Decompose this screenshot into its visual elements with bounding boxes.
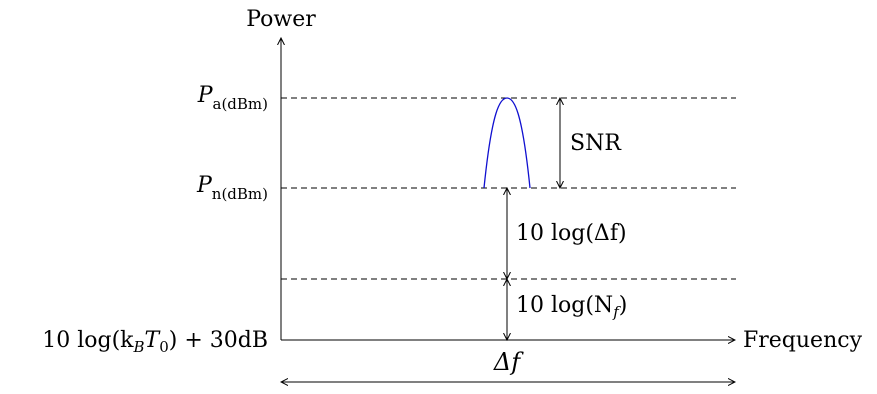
delta-f-label: Δf xyxy=(493,348,524,376)
x-axis-label: Frequency xyxy=(743,328,863,353)
pn-label: Pn(dBm) xyxy=(196,173,268,203)
bandwidth-term-label: 10 log(Δf) xyxy=(516,221,627,246)
noise-figure-term-label: 10 log(Nf) xyxy=(516,293,627,321)
origin-label: 10 log(kBT0) + 30dB xyxy=(42,328,268,356)
y-axis-label: Power xyxy=(246,7,316,32)
snr-label: SNR xyxy=(570,131,622,156)
pa-label: Pa(dBm) xyxy=(197,83,268,113)
signal-spectrum-curve xyxy=(483,97,531,189)
